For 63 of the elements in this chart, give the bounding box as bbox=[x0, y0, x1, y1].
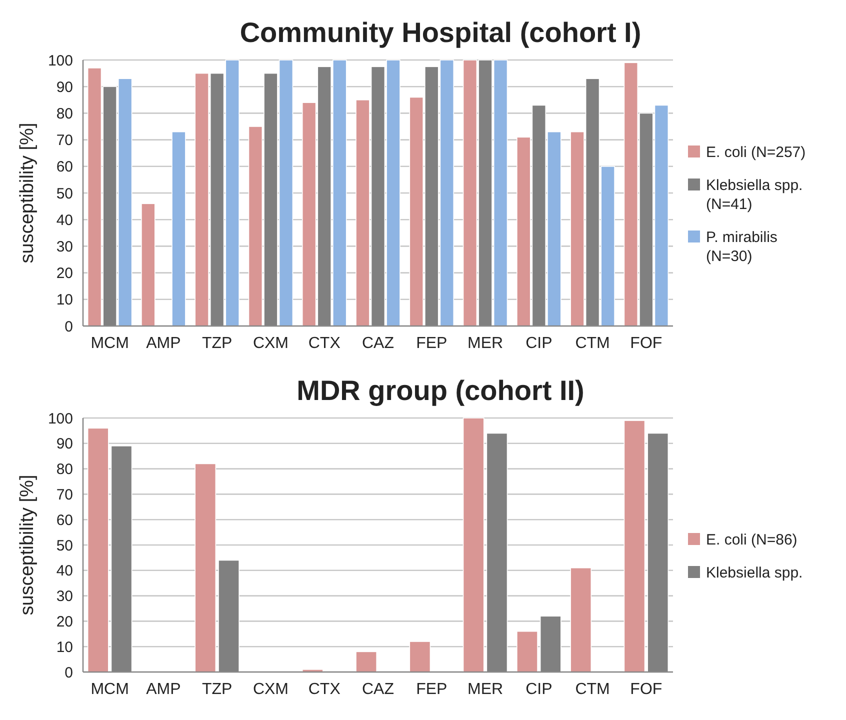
bar bbox=[516, 630, 538, 672]
x-tick-label: CAZ bbox=[362, 681, 394, 698]
bar bbox=[194, 463, 216, 672]
x-tick-label: CTM bbox=[575, 681, 610, 698]
y-axis-title: susceptibility [%] bbox=[17, 474, 38, 616]
x-tick-label: TZP bbox=[202, 681, 232, 698]
x-tick-label: MCM bbox=[90, 681, 129, 698]
y-tick-label: 0 bbox=[64, 664, 73, 682]
y-tick-label: 80 bbox=[56, 461, 73, 478]
y-axis-title: susceptibility [%] bbox=[17, 122, 38, 264]
bar bbox=[570, 567, 592, 672]
x-tick-label: AMP bbox=[146, 681, 181, 698]
x-tick-label: FEP bbox=[416, 681, 448, 698]
y-tick-label: 70 bbox=[56, 486, 73, 504]
y-tick-label: 60 bbox=[56, 158, 73, 176]
legend-label: E. coli (N=257) bbox=[706, 144, 806, 161]
x-tick-label: CIP bbox=[526, 335, 552, 352]
x-tick-label: CXM bbox=[252, 681, 289, 698]
y-tick-label: 20 bbox=[56, 613, 73, 630]
y-tick-label: 100 bbox=[48, 52, 73, 70]
y-tick-label: 70 bbox=[56, 132, 73, 150]
chart-title: MDR group (cohort II) bbox=[296, 375, 584, 406]
y-tick-label: 50 bbox=[56, 537, 73, 554]
x-tick-label: MCM bbox=[90, 335, 129, 352]
y-tick-label: 90 bbox=[56, 78, 73, 96]
legend-label: Klebsiella spp. bbox=[706, 564, 803, 582]
x-tick-label: CIP bbox=[526, 681, 552, 698]
legend-label: P. mirabilis (N=30) bbox=[706, 228, 778, 265]
x-tick-label: CTM bbox=[575, 335, 610, 352]
y-tick-label: 40 bbox=[56, 562, 73, 580]
bar bbox=[356, 651, 377, 672]
y-tick-label: 40 bbox=[56, 212, 73, 229]
x-tick-label: FOF bbox=[630, 335, 662, 352]
legend-label: E. coli (N=86) bbox=[706, 531, 798, 548]
x-tick-label: FOF bbox=[630, 681, 662, 698]
x-tick-label: MER bbox=[467, 681, 504, 698]
y-tick-label: 90 bbox=[56, 436, 73, 453]
y-tick-label: 80 bbox=[56, 105, 73, 122]
x-tick-label: CTX bbox=[308, 335, 341, 352]
legend-label: Klebsiella spp. (N=41) bbox=[706, 176, 803, 213]
y-tick-label: 0 bbox=[64, 318, 73, 336]
x-tick-label: MER bbox=[467, 335, 504, 352]
x-tick-label: CTX bbox=[308, 681, 341, 698]
y-tick-label: 10 bbox=[56, 292, 73, 309]
bar bbox=[624, 420, 646, 672]
y-tick-label: 10 bbox=[56, 638, 73, 656]
x-tick-label: CAZ bbox=[362, 335, 394, 352]
y-tick-label: 60 bbox=[56, 512, 73, 529]
chart-title: Community Hospital (cohort I) bbox=[240, 17, 642, 48]
y-tick-label: 50 bbox=[56, 185, 73, 202]
bar bbox=[409, 641, 431, 672]
y-tick-label: 30 bbox=[56, 588, 73, 606]
x-tick-label: FEP bbox=[416, 335, 448, 352]
x-tick-label: TZP bbox=[202, 335, 232, 352]
bar bbox=[141, 203, 156, 326]
bar bbox=[172, 131, 186, 326]
y-tick-label: 100 bbox=[48, 410, 73, 428]
y-tick-label: 20 bbox=[56, 265, 73, 282]
x-tick-label: AMP bbox=[146, 335, 181, 352]
y-tick-label: 30 bbox=[56, 238, 73, 256]
bar bbox=[462, 418, 484, 672]
bar bbox=[87, 428, 109, 672]
x-tick-label: CXM bbox=[252, 335, 289, 352]
